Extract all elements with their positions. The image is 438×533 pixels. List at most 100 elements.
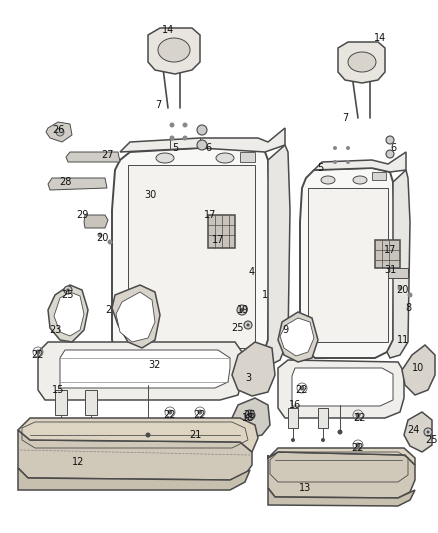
Circle shape bbox=[385, 150, 393, 158]
Circle shape bbox=[337, 430, 342, 434]
Text: 19: 19 bbox=[237, 305, 248, 315]
Text: 25: 25 bbox=[243, 410, 256, 420]
Circle shape bbox=[66, 288, 69, 292]
Polygon shape bbox=[208, 215, 234, 248]
Text: 7: 7 bbox=[155, 100, 161, 110]
Circle shape bbox=[97, 232, 102, 238]
Polygon shape bbox=[317, 408, 327, 428]
Polygon shape bbox=[277, 360, 403, 418]
Text: 30: 30 bbox=[144, 190, 156, 200]
Text: 6: 6 bbox=[389, 143, 395, 153]
Polygon shape bbox=[231, 342, 274, 396]
Text: 7: 7 bbox=[341, 113, 347, 123]
Circle shape bbox=[299, 385, 304, 391]
Circle shape bbox=[355, 413, 360, 417]
Polygon shape bbox=[120, 128, 284, 152]
Polygon shape bbox=[240, 152, 254, 162]
Polygon shape bbox=[291, 368, 392, 406]
Text: 15: 15 bbox=[52, 385, 64, 395]
Circle shape bbox=[396, 286, 402, 290]
Circle shape bbox=[290, 438, 294, 442]
Text: 23: 23 bbox=[49, 325, 61, 335]
Ellipse shape bbox=[347, 52, 375, 72]
Polygon shape bbox=[66, 152, 120, 162]
Circle shape bbox=[145, 432, 150, 438]
Polygon shape bbox=[337, 42, 384, 83]
Text: 3: 3 bbox=[244, 373, 251, 383]
Polygon shape bbox=[18, 430, 251, 480]
Polygon shape bbox=[84, 215, 108, 228]
Circle shape bbox=[332, 160, 336, 164]
Text: 20: 20 bbox=[395, 285, 407, 295]
Text: 9: 9 bbox=[281, 325, 287, 335]
Text: 17: 17 bbox=[383, 245, 395, 255]
Circle shape bbox=[64, 286, 72, 294]
Polygon shape bbox=[148, 28, 200, 74]
Text: 22: 22 bbox=[193, 410, 206, 420]
Text: 16: 16 bbox=[288, 400, 300, 410]
Text: 29: 29 bbox=[76, 210, 88, 220]
Text: 22: 22 bbox=[351, 443, 364, 453]
Circle shape bbox=[426, 431, 428, 433]
Circle shape bbox=[345, 160, 349, 164]
Text: 27: 27 bbox=[102, 150, 114, 160]
Text: 18: 18 bbox=[241, 413, 254, 423]
Circle shape bbox=[423, 428, 431, 436]
Polygon shape bbox=[307, 188, 387, 342]
Polygon shape bbox=[261, 145, 290, 365]
Circle shape bbox=[169, 135, 174, 141]
Polygon shape bbox=[401, 345, 434, 395]
Text: 1: 1 bbox=[261, 290, 268, 300]
Circle shape bbox=[385, 136, 393, 144]
Ellipse shape bbox=[320, 176, 334, 184]
Text: 22: 22 bbox=[295, 385, 307, 395]
Circle shape bbox=[56, 128, 64, 136]
Polygon shape bbox=[403, 412, 431, 452]
Ellipse shape bbox=[158, 38, 190, 62]
Polygon shape bbox=[60, 350, 230, 388]
Polygon shape bbox=[313, 152, 405, 172]
Text: 22: 22 bbox=[163, 410, 176, 420]
Text: 17: 17 bbox=[211, 235, 224, 245]
Text: 25: 25 bbox=[425, 435, 437, 445]
Circle shape bbox=[247, 413, 251, 417]
Text: 24: 24 bbox=[406, 425, 418, 435]
Circle shape bbox=[182, 123, 187, 127]
Ellipse shape bbox=[215, 153, 233, 163]
Text: 11: 11 bbox=[396, 335, 408, 345]
Text: 17: 17 bbox=[203, 210, 215, 220]
Polygon shape bbox=[54, 292, 84, 336]
Polygon shape bbox=[386, 170, 409, 358]
Circle shape bbox=[244, 321, 251, 329]
Circle shape bbox=[244, 410, 254, 420]
Polygon shape bbox=[46, 122, 72, 142]
Text: 5: 5 bbox=[172, 143, 178, 153]
Polygon shape bbox=[116, 292, 155, 342]
Polygon shape bbox=[231, 398, 269, 438]
Text: 8: 8 bbox=[404, 303, 410, 313]
Polygon shape bbox=[267, 448, 414, 465]
Circle shape bbox=[107, 239, 112, 245]
Circle shape bbox=[345, 146, 349, 150]
Text: 5: 5 bbox=[316, 163, 322, 173]
Text: 2: 2 bbox=[105, 305, 111, 315]
Polygon shape bbox=[267, 452, 414, 498]
Circle shape bbox=[182, 135, 187, 141]
Text: 20: 20 bbox=[95, 233, 108, 243]
Circle shape bbox=[406, 293, 412, 297]
Polygon shape bbox=[18, 468, 249, 490]
Circle shape bbox=[167, 409, 172, 415]
Polygon shape bbox=[374, 240, 399, 268]
Polygon shape bbox=[48, 285, 88, 342]
Polygon shape bbox=[85, 390, 97, 415]
Polygon shape bbox=[112, 148, 269, 365]
Polygon shape bbox=[48, 178, 107, 190]
Circle shape bbox=[197, 140, 207, 150]
Circle shape bbox=[320, 438, 324, 442]
Ellipse shape bbox=[352, 176, 366, 184]
Text: 14: 14 bbox=[373, 33, 385, 43]
Circle shape bbox=[169, 123, 174, 127]
Text: 13: 13 bbox=[298, 483, 311, 493]
Polygon shape bbox=[287, 408, 297, 428]
Circle shape bbox=[237, 305, 247, 315]
